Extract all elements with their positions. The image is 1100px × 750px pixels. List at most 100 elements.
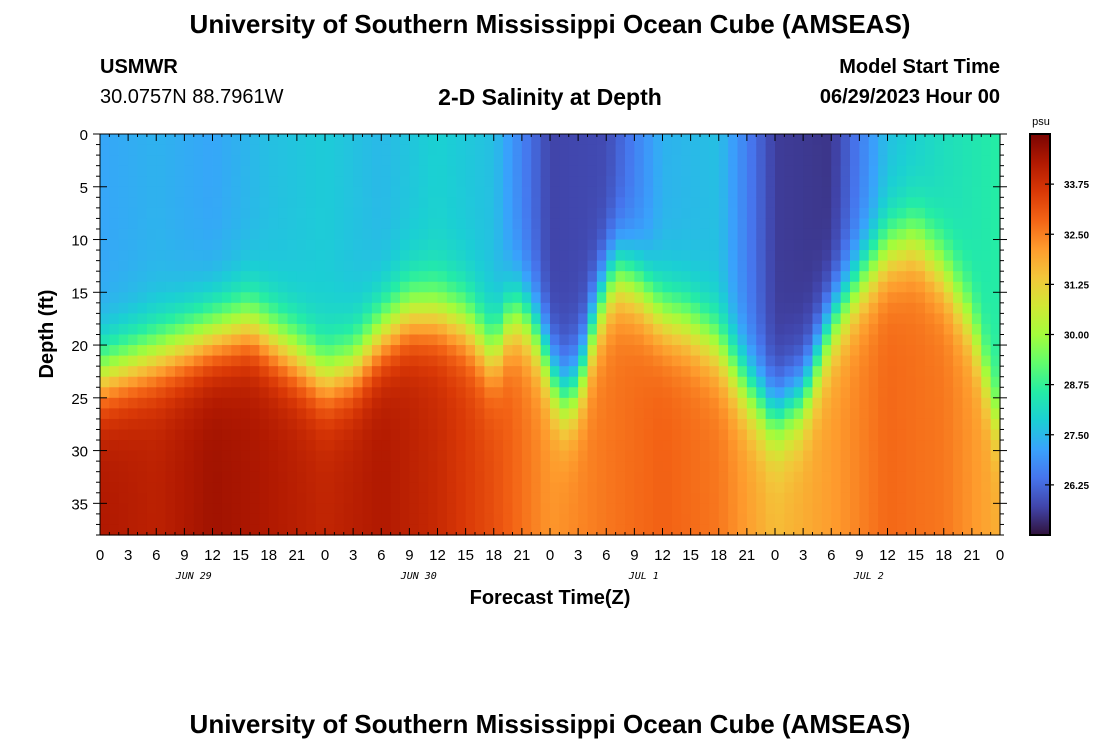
heatmap-cell <box>606 524 617 536</box>
heatmap-cell <box>278 503 289 515</box>
heatmap-cell <box>484 228 495 241</box>
heatmap-cell <box>428 471 439 483</box>
heatmap-cell <box>446 165 457 177</box>
heatmap-cell <box>559 345 570 357</box>
heatmap-cell <box>268 155 279 167</box>
heatmap-cell <box>990 450 1001 462</box>
heatmap-cell <box>409 281 420 293</box>
heatmap-cell <box>793 376 804 388</box>
heatmap-cell <box>475 271 485 283</box>
heatmap-cell <box>165 366 176 378</box>
heatmap-cell <box>521 429 532 441</box>
heatmap-cell <box>437 250 448 262</box>
heatmap-cell <box>737 387 748 399</box>
heatmap-cell <box>934 440 945 452</box>
heatmap-cell <box>578 228 589 241</box>
heatmap-cell <box>803 376 814 388</box>
heatmap-cell <box>700 155 710 167</box>
heatmap-cell <box>850 366 860 378</box>
heatmap-cell <box>615 144 626 156</box>
heatmap-cell <box>887 260 898 272</box>
heatmap-cell <box>971 250 982 262</box>
heatmap-cell <box>793 176 804 188</box>
heatmap-cell <box>175 492 185 504</box>
heatmap-cell <box>203 408 214 420</box>
heatmap-cell <box>681 302 692 314</box>
heatmap-cell <box>353 345 364 357</box>
heatmap-cell <box>146 165 157 177</box>
heatmap-cell <box>362 492 373 504</box>
heatmap-cell <box>803 440 814 452</box>
heatmap-cell <box>540 482 551 494</box>
heatmap-cell <box>250 355 260 367</box>
heatmap-cell <box>381 376 392 388</box>
heatmap-cell <box>559 281 570 293</box>
heatmap-cell <box>831 218 842 230</box>
heatmap-cell <box>250 366 260 378</box>
heatmap-cell <box>840 144 851 156</box>
heatmap-cell <box>700 355 710 367</box>
heatmap-cell <box>156 355 167 367</box>
heatmap-cell <box>325 524 335 536</box>
heatmap-cell <box>868 408 879 420</box>
heatmap-cell <box>971 218 982 230</box>
heatmap-cell <box>156 408 167 420</box>
heatmap-cell <box>578 334 589 346</box>
heatmap-cell <box>484 176 495 188</box>
heatmap-cell <box>868 313 879 325</box>
heatmap-cell <box>428 524 439 536</box>
heatmap-cell <box>400 355 410 367</box>
heatmap-cell <box>531 492 542 504</box>
heatmap-cell <box>203 366 214 378</box>
heatmap-cell <box>437 513 448 526</box>
heatmap-cell <box>503 144 514 156</box>
heatmap-cell <box>812 292 823 304</box>
heatmap-cell <box>878 260 889 272</box>
heatmap-cell <box>643 345 654 357</box>
heatmap-cell <box>193 155 204 167</box>
heatmap-cell <box>887 524 898 536</box>
heatmap-cell <box>934 461 945 473</box>
heatmap-cell <box>418 503 429 515</box>
heatmap-cell <box>634 334 645 346</box>
heatmap-cell <box>615 345 626 357</box>
heatmap-cell <box>428 461 439 473</box>
heatmap-cell <box>165 260 176 272</box>
heatmap-cell <box>859 461 870 473</box>
heatmap-cell <box>400 482 410 494</box>
heatmap-cell <box>512 524 523 536</box>
heatmap-cell <box>146 228 157 241</box>
heatmap-cell <box>156 323 167 336</box>
heatmap-cell <box>278 134 289 146</box>
heatmap-cell <box>953 429 964 441</box>
heatmap-cell <box>775 513 785 526</box>
heatmap-cell <box>343 313 354 325</box>
heatmap-cell <box>953 134 964 146</box>
heatmap-cell <box>859 228 870 241</box>
heatmap-cell <box>784 450 795 462</box>
heatmap-cell <box>709 482 720 494</box>
heatmap-cell <box>625 408 635 420</box>
heatmap-cell <box>212 323 223 336</box>
heatmap-cell <box>475 376 485 388</box>
heatmap-cell <box>250 492 260 504</box>
heatmap-cell <box>390 155 401 167</box>
heatmap-cell <box>156 239 167 251</box>
heatmap-cell <box>915 376 926 388</box>
heatmap-cell <box>128 144 139 156</box>
heatmap-cell <box>315 482 326 494</box>
heatmap-cell <box>540 397 551 409</box>
heatmap-cell <box>550 228 560 241</box>
heatmap-cell <box>981 165 992 177</box>
heatmap-cell <box>465 239 476 251</box>
heatmap-cell <box>990 165 1001 177</box>
heatmap-cell <box>418 334 429 346</box>
heatmap-cell <box>662 440 673 452</box>
heatmap-cell <box>428 503 439 515</box>
heatmap-cell <box>353 429 364 441</box>
heatmap-cell <box>700 397 710 409</box>
heatmap-cell <box>146 207 157 220</box>
heatmap-cell <box>296 387 307 399</box>
heatmap-cell <box>850 186 860 198</box>
heatmap-cell <box>981 366 992 378</box>
